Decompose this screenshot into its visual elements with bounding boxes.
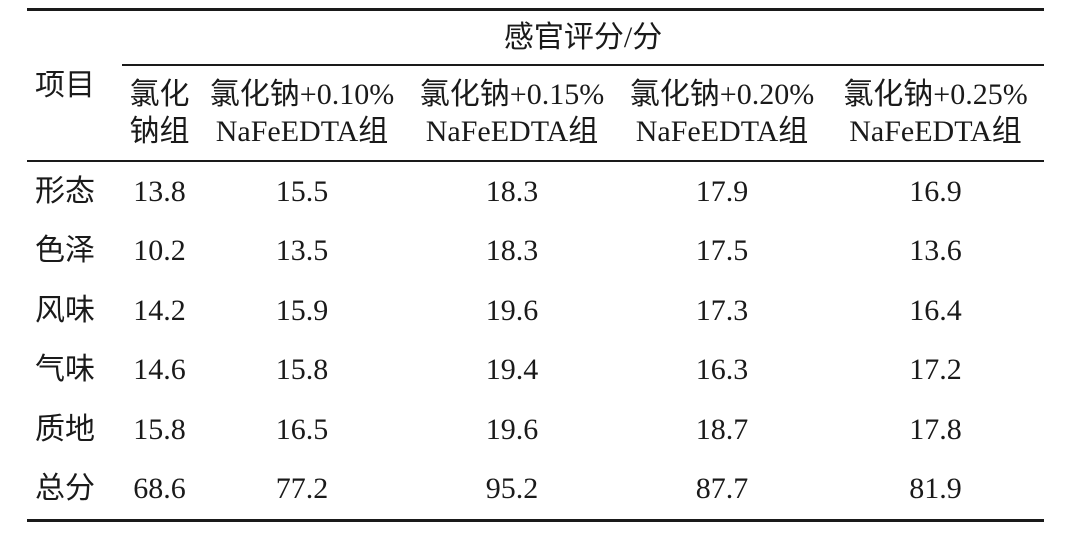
table-cell: 15.8 — [275, 353, 329, 387]
row-label: 总分 — [35, 472, 95, 506]
table-cell: 81.9 — [909, 472, 962, 506]
column-group-header-sensory-score: 感官评分/分 — [122, 9, 1045, 66]
row-label: 色泽 — [35, 234, 95, 268]
table-cell: 87.7 — [695, 472, 749, 506]
table-row: 气味 14.6 15.8 19.4 16.3 17.2 — [27, 341, 1044, 401]
column-header-line1: 氯化钠+0.15% — [419, 78, 605, 111]
table-cell: 17.8 — [909, 412, 962, 446]
table-cell: 18.3 — [485, 174, 539, 208]
column-header-line1: 氯化钠+0.20% — [629, 78, 815, 111]
table-cell: 16.3 — [695, 353, 749, 387]
table-row: 色泽 10.2 13.5 18.3 17.5 13.6 — [27, 222, 1044, 282]
table-row-total: 总分 68.6 77.2 95.2 87.7 81.9 — [27, 460, 1044, 521]
table-cell: 17.2 — [909, 353, 962, 387]
row-label: 气味 — [35, 353, 95, 387]
column-header-line2: NaFeEDTA组 — [635, 115, 809, 148]
header-row-spanner: 项目 感官评分/分 — [27, 9, 1045, 162]
table-cell: 14.6 — [133, 353, 186, 387]
table-cell: 77.2 — [275, 472, 329, 506]
table-row: 风味 14.2 15.9 19.6 17.3 16.4 — [27, 281, 1044, 341]
table-cell: 13.6 — [909, 234, 962, 268]
column-header-nacl-group: 氯化 钠组 — [122, 65, 197, 162]
column-header-line2: NaFeEDTA组 — [425, 115, 599, 148]
table-cell: 68.6 — [133, 472, 186, 506]
column-header-nafeedta-025-group: 氯化钠+0.25% NaFeEDTA组 — [827, 65, 1045, 162]
table-cell: 13.8 — [133, 174, 186, 208]
table-cell: 14.2 — [133, 293, 186, 327]
column-header-line1: 氯化钠+0.10% — [209, 78, 395, 111]
table-cell: 13.5 — [275, 234, 329, 268]
table-cell: 18.3 — [485, 234, 539, 268]
table-cell: 18.7 — [695, 412, 749, 446]
table-cell: 17.9 — [695, 174, 749, 208]
table-cell: 16.4 — [909, 293, 962, 327]
column-header-nafeedta-020-group: 氯化钠+0.20% NaFeEDTA组 — [617, 65, 827, 162]
column-header-line2: NaFeEDTA组 — [215, 115, 389, 148]
table-cell: 17.3 — [695, 293, 749, 327]
column-header-line2: 钠组 — [129, 115, 190, 148]
column-header-nafeedta-015-group: 氯化钠+0.15% NaFeEDTA组 — [407, 65, 617, 162]
row-label: 形态 — [35, 174, 95, 208]
row-label: 风味 — [35, 293, 95, 327]
column-header-item: 项目 — [27, 9, 122, 162]
table-cell: 19.6 — [485, 412, 539, 446]
table-cell: 19.4 — [485, 353, 539, 387]
column-header-line2: NaFeEDTA组 — [849, 115, 1022, 148]
column-header-line1: 氯化钠+0.25% — [843, 78, 1028, 111]
sensory-score-table: 项目 感官评分/分 氯化 钠组 氯化钠+0.10% NaFeEDTA组 氯化钠+… — [27, 8, 1045, 522]
table-row: 质地 15.8 16.5 19.6 18.7 17.8 — [27, 400, 1044, 460]
table-cell: 16.9 — [909, 174, 962, 208]
table-cell: 15.8 — [133, 412, 186, 446]
header-row-groups: 氯化 钠组 氯化钠+0.10% NaFeEDTA组 氯化钠+0.15% NaFe… — [27, 65, 1045, 162]
table-cell: 95.2 — [485, 472, 539, 506]
table-cell: 15.9 — [275, 293, 329, 327]
table-cell: 17.5 — [695, 234, 749, 268]
row-label: 质地 — [35, 412, 95, 446]
table-cell: 10.2 — [133, 234, 186, 268]
column-header-line1: 氯化 — [129, 78, 190, 111]
table-row: 形态 13.8 15.5 18.3 17.9 16.9 — [27, 161, 1044, 222]
column-header-nafeedta-010-group: 氯化钠+0.10% NaFeEDTA组 — [197, 65, 407, 162]
table-cell: 16.5 — [275, 412, 329, 446]
table-cell: 15.5 — [275, 174, 329, 208]
table-cell: 19.6 — [485, 293, 539, 327]
